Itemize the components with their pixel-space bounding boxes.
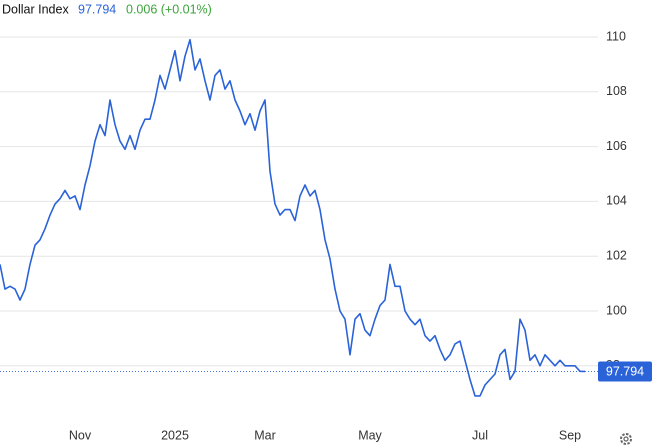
x-tick-label: May [358,428,382,442]
x-tick-label: 2025 [161,428,189,442]
last-value-label: 97.794 [606,365,644,379]
settings-icon[interactable] [620,433,632,445]
y-tick-label: 110 [606,29,626,43]
x-tick-label: Sep [559,428,581,442]
y-tick-label: 108 [606,84,627,98]
chart-title: Dollar Index [2,2,69,16]
y-tick-label: 102 [606,248,627,262]
y-tick-label: 106 [606,139,627,153]
y-tick-label: 104 [606,194,627,208]
x-tick-label: Jul [472,428,488,442]
y-tick-label: 100 [606,303,627,317]
header-price: 97.794 [78,2,116,16]
header-change: 0.006 (+0.01%) [126,2,212,16]
last-value-box [598,361,652,382]
x-tick-label: Nov [69,428,92,442]
x-tick-label: Mar [254,428,276,442]
price-line [0,38,586,397]
